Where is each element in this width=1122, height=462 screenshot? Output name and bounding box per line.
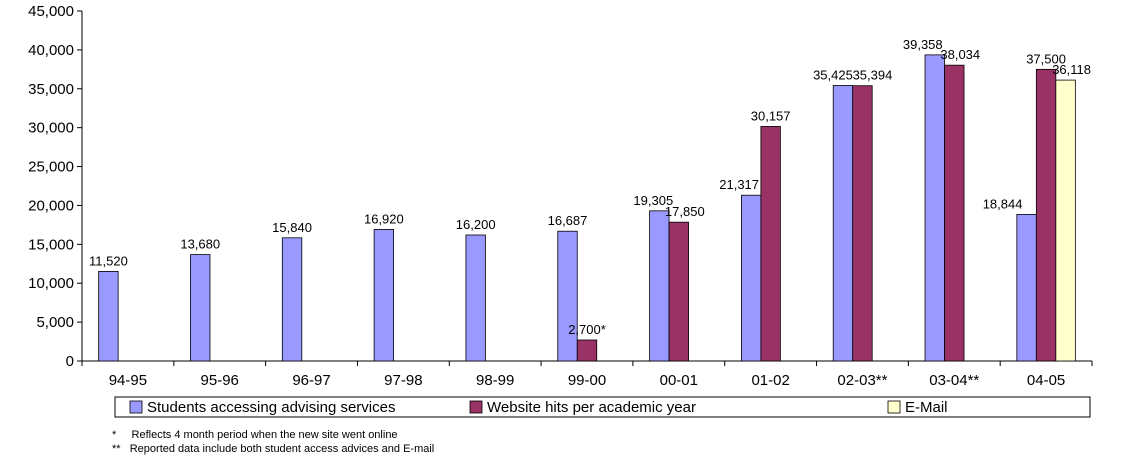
- bar: [576, 339, 598, 362]
- data-label: 19,305: [633, 193, 673, 208]
- bar: [852, 85, 873, 362]
- bar: [373, 228, 395, 362]
- legend-label: Website hits per academic year: [487, 399, 696, 416]
- y-tick-label: 25,000: [28, 159, 74, 176]
- y-tick-label: 20,000: [28, 197, 74, 214]
- legend: [114, 396, 1091, 418]
- legend-swatch: [887, 400, 901, 414]
- x-tick-label: 95-96: [201, 372, 239, 389]
- x-tick-label: 96-97: [292, 372, 330, 389]
- data-label: 39,358: [903, 37, 943, 52]
- bar: [740, 194, 762, 362]
- bar: [924, 54, 945, 362]
- legend-swatch: [469, 400, 483, 414]
- data-label: 11,520: [89, 253, 128, 268]
- data-label: 35,425: [813, 67, 853, 82]
- data-label: 38,034: [940, 47, 980, 62]
- data-label: 16,920: [364, 211, 404, 226]
- bar: [668, 221, 689, 362]
- data-label: 16,200: [456, 217, 496, 232]
- data-label: 2,700*: [568, 322, 606, 337]
- y-tick-label: 15,000: [28, 236, 74, 253]
- x-tick-label: 03-04**: [929, 372, 979, 389]
- data-label: 30,157: [751, 108, 791, 123]
- x-tick-label: 99-00: [568, 372, 606, 389]
- x-tick-label: 00-01: [660, 372, 698, 389]
- bar: [760, 126, 781, 362]
- bar: [649, 210, 670, 362]
- data-label: 17,850: [665, 204, 705, 219]
- data-label: 15,840: [272, 220, 312, 235]
- y-tick-label: 0: [66, 353, 74, 370]
- x-tick-label: 04-05: [1027, 372, 1065, 389]
- x-tick-label: 01-02: [751, 372, 789, 389]
- data-label: 21,317: [719, 177, 759, 192]
- legend-label: E-Mail: [905, 399, 948, 416]
- data-label: 36,118: [1052, 62, 1091, 77]
- y-tick-label: 40,000: [28, 42, 74, 59]
- bar: [465, 234, 486, 362]
- footnote-1: * Reflects 4 month period when the new s…: [112, 429, 398, 441]
- x-tick-label: 97-98: [384, 372, 422, 389]
- x-tick-label: 02-03**: [837, 372, 887, 389]
- data-label: 35,394: [853, 68, 893, 83]
- y-tick-label: 35,000: [28, 81, 74, 98]
- bar: [281, 237, 303, 362]
- data-label: 16,687: [548, 213, 588, 228]
- bar: [832, 85, 854, 362]
- y-tick-label: 10,000: [28, 275, 74, 292]
- bar: [1055, 79, 1076, 362]
- data-label: 37,500: [1026, 51, 1066, 66]
- bar: [1035, 68, 1057, 362]
- chart: 0 5,000 10,000 15,000 20,000 25,000 30,000 35,0…: [28, 3, 1093, 418]
- legend-label: Students accessing advising services: [147, 399, 395, 416]
- x-tick-label: 94-95: [109, 372, 147, 389]
- legend-swatch: [129, 400, 143, 414]
- bar: [98, 270, 119, 362]
- data-label: 18,844: [983, 196, 1023, 211]
- y-tick-label: 45,000: [28, 3, 74, 20]
- x-tick-label: 98-99: [476, 372, 514, 389]
- y-tick-label: 30,000: [28, 120, 74, 137]
- bar: [557, 230, 578, 362]
- bar: [944, 64, 965, 362]
- footnotes: * Reflects 4 month period when the new s…: [112, 428, 434, 456]
- bar: [1016, 214, 1037, 362]
- data-label: 13,680: [180, 237, 220, 252]
- y-tick-label: 5,000: [36, 314, 74, 331]
- bar: [190, 254, 211, 362]
- footnote-2: ** Reported data include both student ac…: [112, 443, 435, 455]
